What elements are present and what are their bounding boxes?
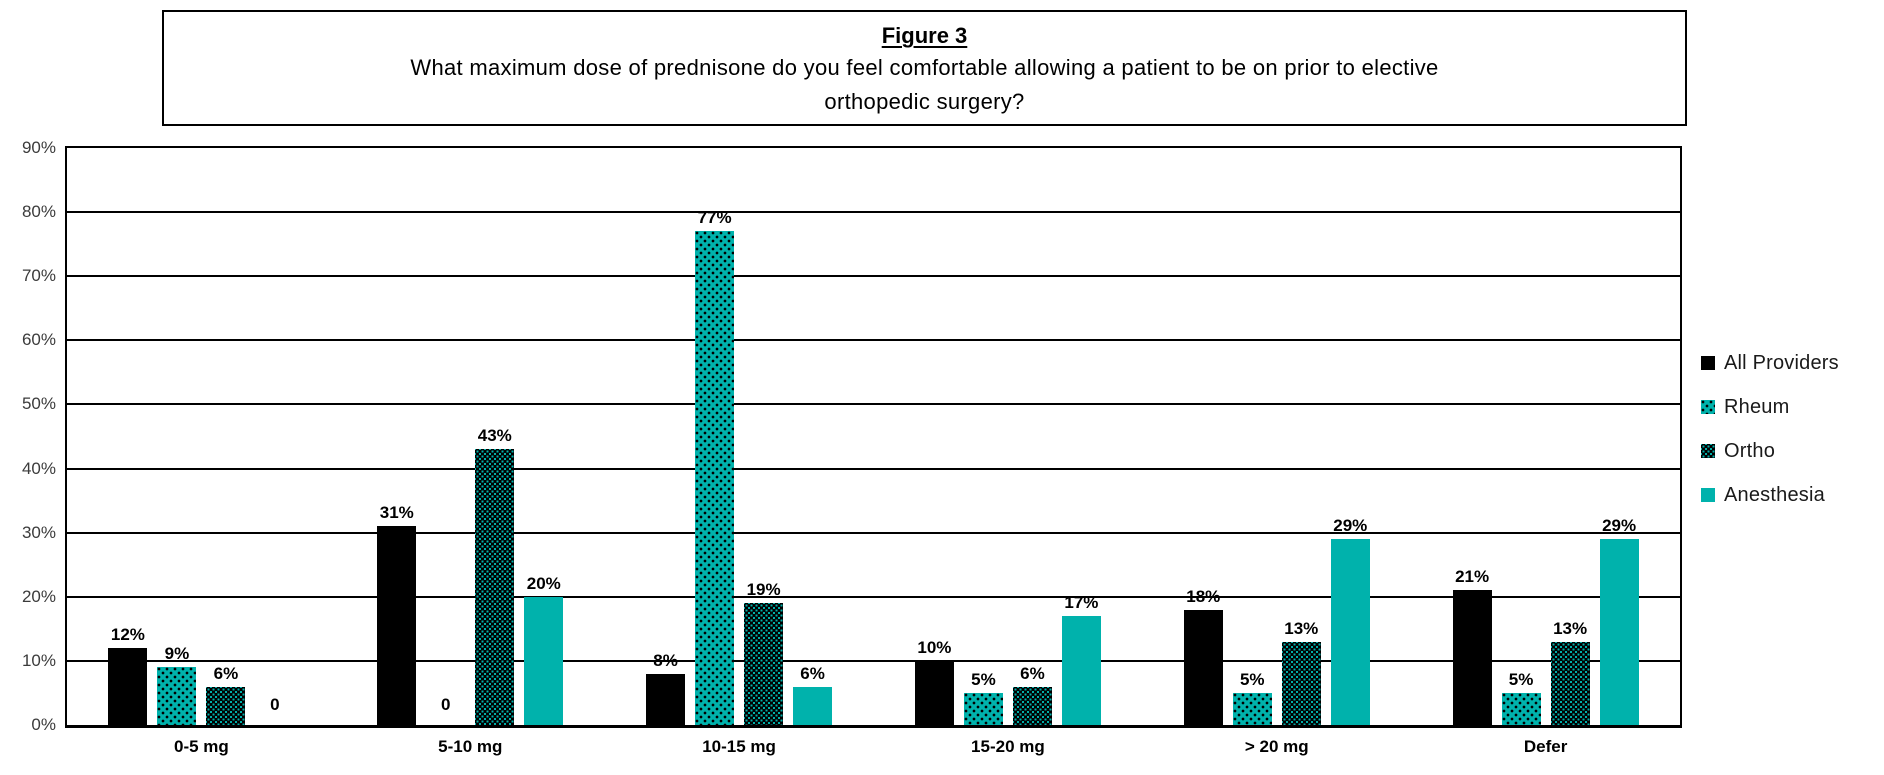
legend-swatch-icon	[1701, 400, 1715, 414]
gridline-40	[67, 467, 1680, 470]
gridline-20	[67, 595, 1680, 598]
bar-ortho-3	[744, 603, 784, 725]
bar-ortho-1	[206, 686, 246, 725]
bar-all-providers-6	[1452, 590, 1492, 725]
bar-ortho-6	[1550, 641, 1590, 725]
data-label: 17%	[1064, 593, 1099, 612]
bar-rheum-5	[1232, 692, 1272, 725]
bar-anesthesia-3	[793, 686, 833, 725]
bar-all-providers-2	[377, 526, 417, 725]
bar-rheum-3	[695, 231, 735, 725]
x-category-label: > 20 mg	[1244, 737, 1309, 756]
data-label: 29%	[1333, 516, 1368, 536]
x-category-label: 0-5 mg	[174, 737, 229, 756]
legend-swatch-icon	[1701, 444, 1715, 458]
data-label: 18%	[1186, 586, 1221, 606]
data-label: 5%	[1508, 669, 1534, 689]
data-label: 6%	[213, 663, 239, 683]
bar-anesthesia-2	[524, 596, 564, 725]
gridline-50	[67, 403, 1680, 406]
legend-item-rheum: Rheum	[1701, 392, 1789, 422]
chart-title-box: Figure 3 What maximum dose of prednisone…	[162, 10, 1687, 126]
bar-rheum-4	[963, 692, 1003, 725]
data-label: 31%	[379, 503, 414, 523]
data-label: 13%	[1284, 618, 1319, 638]
y-tick-label: 70%	[21, 266, 56, 286]
data-label: 10%	[917, 637, 952, 657]
bar-anesthesia-5	[1330, 539, 1370, 725]
data-label: 43%	[477, 426, 512, 446]
legend-swatch-icon	[1701, 488, 1715, 502]
bar-rheum-6	[1501, 692, 1541, 725]
plot-area: 12% 31% 8% 10% 18% 21% 9% 0 77% 5% 5% 5% 6% 43% 19% 6% 1…	[65, 146, 1682, 728]
y-tick-label: 90%	[21, 138, 56, 157]
legend-item-ortho: Ortho	[1701, 436, 1775, 466]
data-label: 12%	[110, 625, 145, 645]
bar-all-providers-4	[914, 660, 954, 725]
data-label: 29%	[1602, 516, 1637, 536]
bar-ortho-4	[1012, 686, 1052, 725]
data-label: 9%	[164, 644, 190, 664]
legend-label: Anesthesia	[1724, 483, 1825, 506]
y-tick-label: 20%	[21, 586, 56, 606]
gridline-70	[67, 275, 1680, 278]
bar-ortho-5	[1281, 641, 1321, 725]
x-category-label: 5-10 mg	[438, 737, 503, 756]
gridline-60	[67, 339, 1680, 342]
y-tick-label: 80%	[21, 202, 56, 222]
y-tick-label: 60%	[21, 330, 56, 350]
bar-ortho-2	[475, 449, 515, 725]
data-label: 13%	[1553, 618, 1588, 638]
data-label: 20%	[526, 573, 561, 593]
data-label: 19%	[746, 580, 781, 600]
y-tick-label: 0%	[31, 715, 56, 734]
gridline-30	[67, 531, 1680, 534]
bar-all-providers-3	[646, 673, 686, 725]
gridline-10	[67, 659, 1680, 662]
y-tick-label: 40%	[21, 458, 56, 478]
legend-label: Rheum	[1724, 395, 1790, 418]
y-tick-label: 10%	[21, 650, 56, 670]
legend-item-all-providers: All Providers	[1701, 348, 1839, 378]
legend-swatch-icon	[1701, 356, 1715, 370]
bar-anesthesia-4	[1061, 616, 1101, 725]
legend-label: All Providers	[1724, 351, 1839, 374]
legend-label: Ortho	[1724, 439, 1776, 462]
data-label: 21%	[1455, 567, 1490, 587]
data-label: 0	[441, 695, 451, 714]
data-label: 8%	[653, 650, 678, 670]
data-label: 77%	[697, 208, 732, 228]
data-label: 5%	[971, 669, 996, 689]
y-tick-label: 50%	[21, 394, 56, 414]
x-category-label: 15-20 mg	[971, 737, 1045, 756]
gridline-80	[67, 211, 1680, 214]
bar-all-providers-1	[108, 648, 148, 725]
x-category-label: Defer	[1523, 737, 1568, 756]
data-label: 6%	[1020, 663, 1045, 683]
bar-all-providers-5	[1183, 609, 1223, 725]
y-tick-label: 30%	[21, 522, 56, 542]
figure-label: Figure 3	[881, 23, 968, 48]
bar-rheum-1	[157, 667, 197, 725]
x-category-label: 10-15 mg	[702, 737, 776, 756]
data-label: 6%	[800, 663, 825, 683]
legend-item-anesthesia: Anesthesia	[1701, 480, 1825, 510]
data-label: 0	[270, 695, 280, 714]
data-label: 5%	[1239, 669, 1265, 689]
figure-question-line2: orthopedic surgery?	[824, 89, 1025, 114]
figure-question-line1: What maximum dose of prednisone do you f…	[410, 55, 1439, 80]
bar-anesthesia-6	[1599, 539, 1639, 725]
